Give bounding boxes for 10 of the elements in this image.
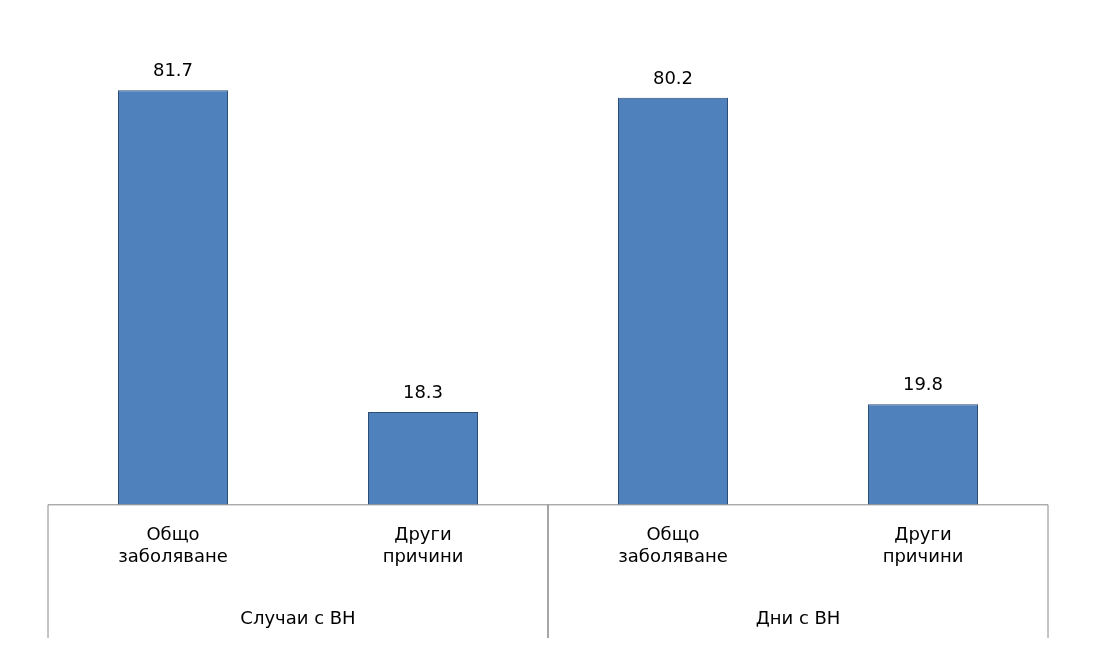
data-label: 81.7 <box>152 59 194 81</box>
data-label: 18.3 <box>402 380 444 402</box>
data-label: 80.2 <box>652 66 694 88</box>
text: Дни с ВН <box>755 607 841 628</box>
data-label: 19.8 <box>902 373 944 395</box>
x-tick-label: Други причини <box>382 523 464 566</box>
x-tick-label: Други причини <box>882 523 964 566</box>
text: Случаи с ВН <box>240 607 356 628</box>
x-tick-label: Общо заболяване <box>618 523 728 566</box>
x-tick-label: Общо заболяване <box>118 523 228 566</box>
